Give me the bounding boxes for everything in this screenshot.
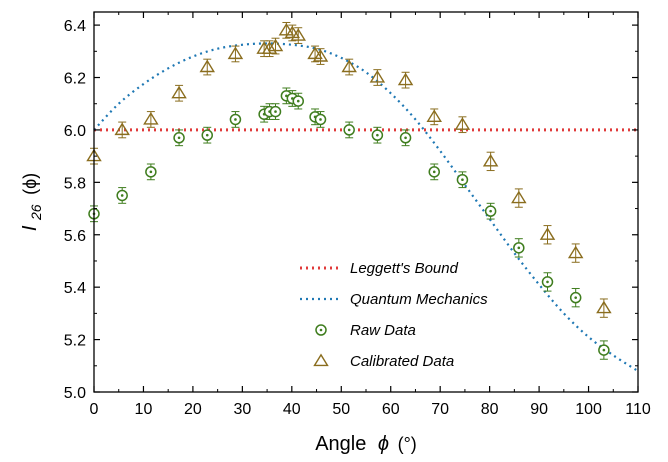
- raw-data-point: [292, 95, 304, 107]
- raw-data-marker-dot: [574, 296, 577, 299]
- legend-item: Raw Data: [315, 322, 416, 339]
- calibrated-data-marker: [290, 28, 306, 41]
- x-tick-label: 50: [332, 401, 350, 418]
- legend: Leggett's Bound Quantum Mechanics Raw Data…: [300, 260, 488, 370]
- calibrated-data-marker: [278, 22, 295, 36]
- y-tick-label: 5.6: [64, 228, 86, 245]
- legend-label: Quantum Mechanics: [350, 291, 488, 308]
- y-tick-label: 5.4: [64, 280, 86, 297]
- legend-label: Calibrated Data: [350, 353, 454, 370]
- raw-data-marker-dot: [120, 194, 124, 197]
- raw-data-point: [513, 242, 525, 254]
- x-tick-label: 70: [431, 401, 449, 418]
- x-tick-label: 100: [575, 401, 602, 418]
- legend-item: Quantum Mechanics: [300, 291, 488, 308]
- x-tick-label: 80: [481, 401, 499, 418]
- calibrated-data-marker: [539, 227, 556, 240]
- raw-data-point: [541, 276, 554, 288]
- calibrated-data-marker: [227, 46, 244, 60]
- x-tick-label: 40: [283, 401, 301, 418]
- axis-ticks: 0 10 20 30 40 50 60 70 80 90 100 110 5.0 5.2 5.4 5.6 5.8…: [64, 12, 651, 418]
- calibrated-data-marker: [312, 49, 329, 62]
- raw-data-marker-dot: [546, 280, 549, 284]
- raw-data-marker-dot: [517, 246, 521, 250]
- raw-data-point: [484, 205, 497, 217]
- raw-data-marker-dot: [274, 110, 277, 113]
- legend-item: Calibrated Data: [313, 353, 454, 370]
- legend-label: Raw Data: [350, 322, 416, 339]
- calibrated-data-marker: [426, 109, 442, 122]
- y-axis-arg: (ϕ): [20, 173, 40, 195]
- y-tick-label: 5.2: [64, 333, 86, 350]
- x-tick-label: 10: [135, 401, 153, 418]
- raw-data-marker-dot: [347, 128, 351, 132]
- x-axis-unit: (°): [398, 434, 417, 454]
- raw-data-point: [173, 132, 185, 144]
- calibrated-data-marker: [284, 25, 301, 39]
- raw-data-marker-dot: [432, 170, 436, 174]
- x-axis-label: Angle: [315, 433, 366, 455]
- raw-data-marker-dot: [489, 209, 492, 213]
- raw-data-point: [456, 173, 469, 186]
- calibrated-data-marker: [267, 38, 284, 52]
- x-axis-title: Angle ϕ (°): [315, 433, 417, 455]
- raw-data-point: [269, 105, 282, 118]
- raw-data-marker-dot: [602, 348, 606, 352]
- y-axis-title: I 26 (ϕ): [19, 173, 46, 231]
- x-tick-label: 110: [625, 401, 651, 418]
- calibrated-data-marker: [341, 59, 357, 73]
- x-tick-label: 0: [90, 401, 99, 418]
- raw-data-marker-dot: [177, 136, 181, 140]
- raw-data-marker-dot: [205, 133, 209, 137]
- calibrated-data-marker: [261, 41, 278, 54]
- y-tick-label: 5.0: [64, 385, 86, 402]
- x-axis-symbol: ϕ: [378, 433, 389, 455]
- raw-data-point: [371, 129, 384, 141]
- calibrated-data-marker: [199, 59, 216, 73]
- calibrated-data-marker: [171, 85, 187, 99]
- raw-data-point: [569, 291, 582, 304]
- raw-data-point: [229, 113, 242, 126]
- raw-data-point: [314, 113, 327, 126]
- raw-data-marker-dot: [376, 133, 379, 137]
- legend-swatch-calibrated: [313, 353, 329, 367]
- raw-data-marker-dot: [404, 136, 407, 140]
- y-tick-label: 6.0: [64, 123, 86, 140]
- raw-data-point: [428, 166, 440, 178]
- x-tick-label: 90: [530, 401, 548, 418]
- legend-item: Leggett's Bound: [300, 260, 459, 277]
- calibrated-data-marker: [369, 70, 386, 83]
- raw-data-marker-dot: [319, 118, 322, 121]
- raw-data-marker-dot: [234, 118, 237, 121]
- y-tick-label: 6.4: [64, 18, 86, 35]
- raw-data-marker-dot: [461, 178, 464, 182]
- raw-data-point: [145, 166, 157, 178]
- calibrated-data-marker: [511, 190, 527, 204]
- x-tick-label: 60: [382, 401, 400, 418]
- x-tick-label: 20: [184, 401, 202, 418]
- calibrated-data-marker: [114, 122, 130, 136]
- calibrated-data-marker: [397, 72, 414, 86]
- raw-data-marker-dot: [296, 99, 300, 103]
- y-axis-main: I: [19, 225, 41, 231]
- raw-data-point: [116, 189, 128, 202]
- raw-data-marker-dot: [149, 170, 153, 174]
- raw-data-point: [399, 132, 412, 144]
- calibrated-data-marker: [143, 111, 159, 125]
- calibrated-data-marker: [482, 153, 499, 167]
- x-tick-label: 30: [233, 401, 251, 418]
- calibrated-data-marker: [567, 245, 584, 259]
- y-tick-label: 5.8: [64, 175, 86, 192]
- calibrated-data-marker: [596, 300, 612, 314]
- y-tick-label: 6.2: [64, 71, 86, 88]
- raw-data-point: [598, 344, 610, 356]
- calibrated-data-marker: [454, 117, 471, 130]
- legend-swatch-raw-dot: [319, 328, 323, 332]
- raw-data-point: [201, 129, 214, 141]
- legend-label: Leggett's Bound: [350, 260, 459, 277]
- raw-data-point: [343, 124, 355, 136]
- plot-area: [86, 21, 639, 372]
- y-axis-sub: 26: [28, 204, 44, 221]
